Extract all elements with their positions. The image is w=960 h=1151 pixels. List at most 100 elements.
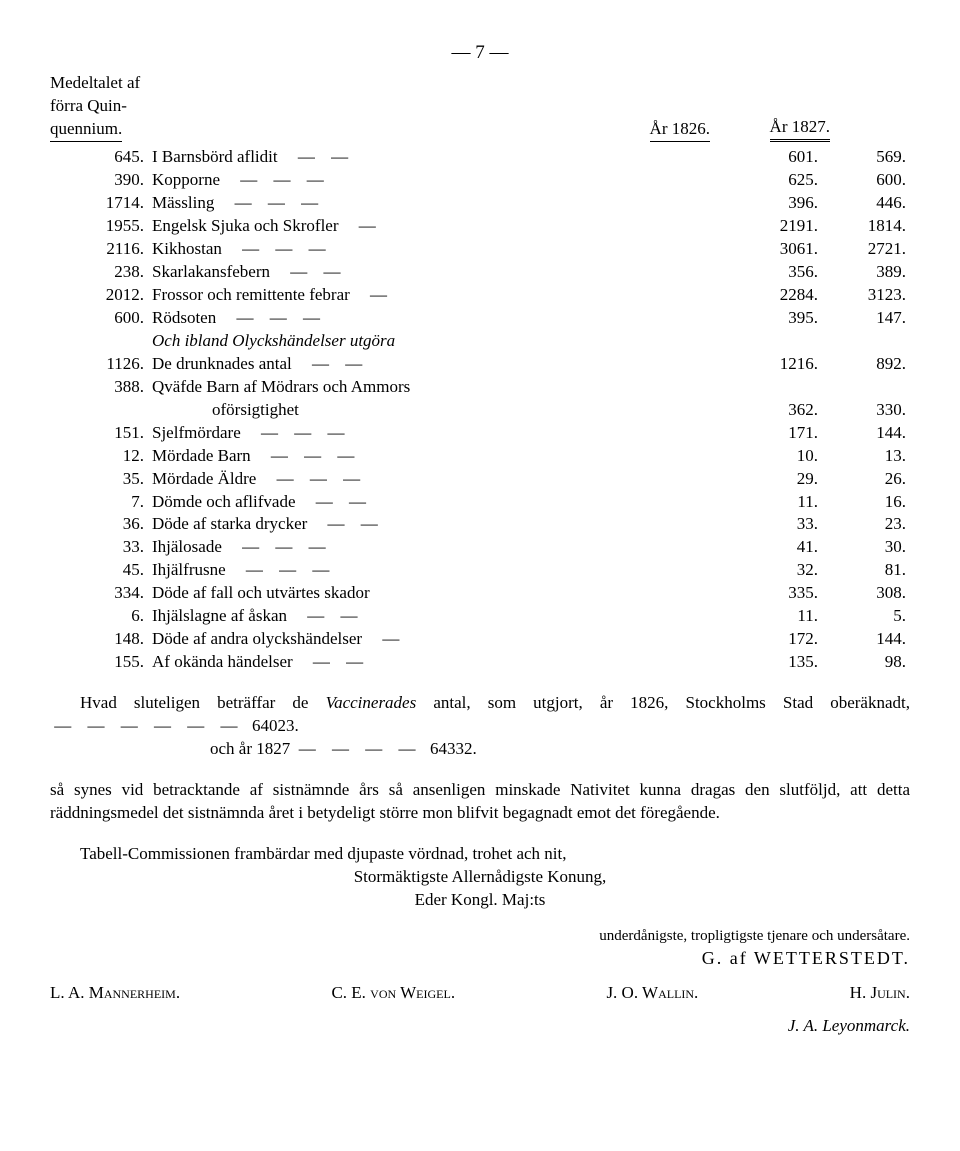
col-1827: 30. xyxy=(822,536,910,559)
paragraph-commission: Tabell-Commissionen frambärdar med djupa… xyxy=(50,843,910,866)
table-row: 45.Ihjälfrusne — — —32.81. xyxy=(50,559,910,582)
col-medeltal: 155. xyxy=(50,651,148,674)
col-label: Kikhostan — — — xyxy=(148,238,734,261)
col-medeltal: 12. xyxy=(50,445,148,468)
col-1827: 144. xyxy=(822,422,910,445)
col-1826: 2191. xyxy=(734,215,822,238)
col-medeltal: 7. xyxy=(50,491,148,514)
col-medeltal: 388. xyxy=(50,376,148,399)
col-medeltal: 1955. xyxy=(50,215,148,238)
col-1826 xyxy=(734,330,822,353)
col-label: Ihjälfrusne — — — xyxy=(148,559,734,582)
table-row: 390.Kopporne — — —625.600. xyxy=(50,169,910,192)
table-row: 151.Sjelfmördare — — —171.144. xyxy=(50,422,910,445)
sig-wallin: J. O. Wallin. xyxy=(606,982,698,1005)
col-1826: 171. xyxy=(734,422,822,445)
col-1827: 446. xyxy=(822,192,910,215)
col-1827: 98. xyxy=(822,651,910,674)
col-1826: 395. xyxy=(734,307,822,330)
col-label: Sjelfmördare — — — xyxy=(148,422,734,445)
col-label: Döde af fall och utvärtes skador xyxy=(148,582,734,605)
col-label: Döde af andra olyckshändelser — xyxy=(148,628,734,651)
col-medeltal: 600. xyxy=(50,307,148,330)
col-1826: 41. xyxy=(734,536,822,559)
col-1826: 335. xyxy=(734,582,822,605)
col-medeltal xyxy=(50,399,148,422)
table-row: 600.Rödsoten — — —395.147. xyxy=(50,307,910,330)
col-1827: 13. xyxy=(822,445,910,468)
col-1827: 23. xyxy=(822,513,910,536)
col-medeltal: 334. xyxy=(50,582,148,605)
col-label: Kopporne — — — xyxy=(148,169,734,192)
col-medeltal: 1126. xyxy=(50,353,148,376)
col-medeltal: 390. xyxy=(50,169,148,192)
col-1827: 600. xyxy=(822,169,910,192)
sig-weigel: C. E. von Weigel. xyxy=(331,982,455,1005)
sig-mannerheim: L. A. Mannerheim. xyxy=(50,982,180,1005)
col-1826: 11. xyxy=(734,605,822,628)
table-row: 36.Döde af starka drycker — —33.23. xyxy=(50,513,910,536)
signature-block: underdånigste, tropligtigste tjenare och… xyxy=(50,926,910,971)
col-medeltal: 1714. xyxy=(50,192,148,215)
col-1827: 147. xyxy=(822,307,910,330)
table-row: 33.Ihjälosade — — —41.30. xyxy=(50,536,910,559)
col-1826: 33. xyxy=(734,513,822,536)
col-medeltal xyxy=(50,330,148,353)
col-label: Qväfde Barn af Mödrars och Ammors xyxy=(148,376,734,399)
col-label: Af okända händelser — — xyxy=(148,651,734,674)
col-label: Döde af starka drycker — — xyxy=(148,513,734,536)
col-medeltal: 148. xyxy=(50,628,148,651)
sig-julin: H. Julin. xyxy=(850,982,910,1005)
col-1826: 32. xyxy=(734,559,822,582)
col-1826: 601. xyxy=(734,146,822,169)
sig-top-line: underdånigste, tropligtigste tjenare och… xyxy=(50,926,910,946)
col-label: oförsigtighet xyxy=(148,399,734,422)
col-label: Mördade Äldre — — — xyxy=(148,468,734,491)
col-label: Rödsoten — — — xyxy=(148,307,734,330)
col-1827: 81. xyxy=(822,559,910,582)
table-row: 334.Döde af fall och utvärtes skador335.… xyxy=(50,582,910,605)
table-row: 7.Dömde och aflifvade — —11.16. xyxy=(50,491,910,514)
col-label: Frossor och remittente febrar — xyxy=(148,284,734,307)
col-label: De drunknades antal — — xyxy=(148,353,734,376)
table-row: 238.Skarlakansfebern — —356.389. xyxy=(50,261,910,284)
col-label: Engelsk Sjuka och Skrofler — xyxy=(148,215,734,238)
col-medeltal: 2012. xyxy=(50,284,148,307)
col-1827: 308. xyxy=(822,582,910,605)
table-row: 6.Ihjälslagne af åskan — —11.5. xyxy=(50,605,910,628)
col-1827: 26. xyxy=(822,468,910,491)
sig-leyonmarck: J. A. Leyonmarck. xyxy=(50,1015,910,1038)
col-label: Ihjälslagne af åskan — — xyxy=(148,605,734,628)
col-medeltal: 33. xyxy=(50,536,148,559)
commission-line-2: Stormäktigste Allernådigste Konung, xyxy=(50,866,910,889)
table-row: 1714.Mässling — — —396.446. xyxy=(50,192,910,215)
col-1826: 2284. xyxy=(734,284,822,307)
col-1826: 135. xyxy=(734,651,822,674)
col-1827: 5. xyxy=(822,605,910,628)
col-1826: 1216. xyxy=(734,353,822,376)
col-1827: 330. xyxy=(822,399,910,422)
table-row: Och ibland Olyckshändelser utgöra xyxy=(50,330,910,353)
col-1826: 3061. xyxy=(734,238,822,261)
header-left-block: Medeltalet af förra Quin- quennium. xyxy=(50,72,190,143)
year-1826: År 1826. xyxy=(610,118,710,143)
col-1827: 1814. xyxy=(822,215,910,238)
table-row: 35.Mördade Äldre — — —29.26. xyxy=(50,468,910,491)
col-1826: 396. xyxy=(734,192,822,215)
header-line-1: Medeltalet af xyxy=(50,72,190,95)
col-1827: 569. xyxy=(822,146,910,169)
page-number: — 7 — xyxy=(50,40,910,66)
col-1827: 16. xyxy=(822,491,910,514)
col-medeltal: 36. xyxy=(50,513,148,536)
col-1826: 356. xyxy=(734,261,822,284)
table-row: 148.Döde af andra olyckshändelser —172.1… xyxy=(50,628,910,651)
col-medeltal: 645. xyxy=(50,146,148,169)
col-1827: 3123. xyxy=(822,284,910,307)
paragraph-conclusion: så synes vid betracktande af sistnämnde … xyxy=(50,779,910,825)
col-1826: 625. xyxy=(734,169,822,192)
table-row: 2012.Frossor och remittente febrar —2284… xyxy=(50,284,910,307)
col-1827: 144. xyxy=(822,628,910,651)
col-1827 xyxy=(822,376,910,399)
col-1827: 2721. xyxy=(822,238,910,261)
col-label: I Barnsbörd aflidit — — xyxy=(148,146,734,169)
